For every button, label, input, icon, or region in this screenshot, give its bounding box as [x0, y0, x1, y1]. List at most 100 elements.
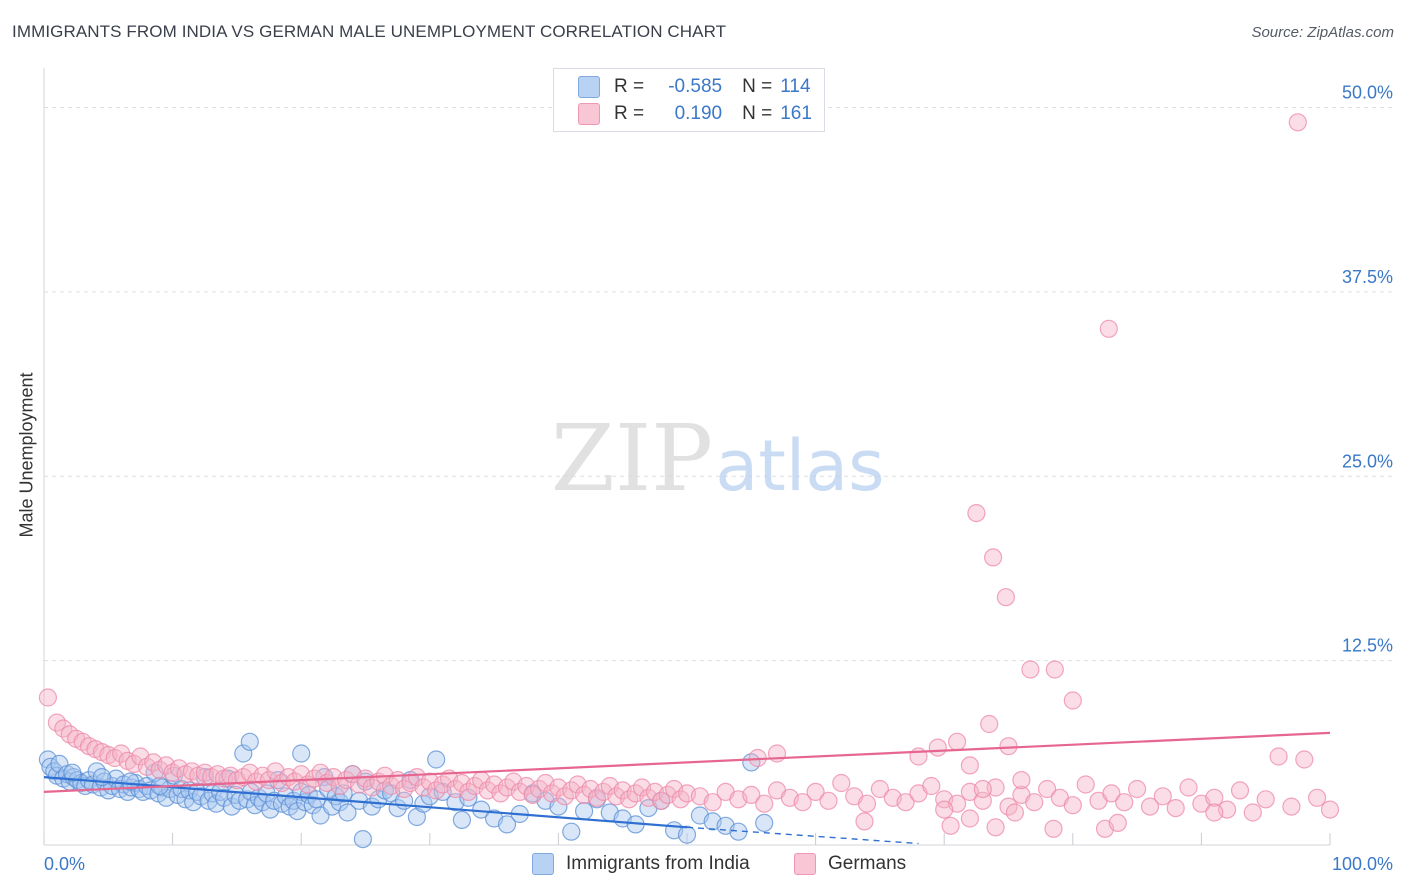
- point-india: [353, 829, 372, 849]
- point-germans: [983, 548, 1003, 567]
- point-germans: [1282, 797, 1301, 816]
- point-germans: [996, 588, 1016, 607]
- point-germans: [1102, 784, 1121, 803]
- point-germans: [1307, 788, 1327, 807]
- point-germans: [1063, 796, 1082, 815]
- watermark-zip: ZIP: [551, 405, 713, 512]
- point-india: [63, 763, 82, 782]
- point-germans: [1243, 803, 1262, 822]
- point-germans: [1076, 775, 1095, 794]
- point-india: [121, 772, 140, 791]
- chart-title: IMMIGRANTS FROM INDIA VS GERMAN MALE UNE…: [12, 22, 727, 41]
- point-germans: [1205, 803, 1224, 822]
- legend-swatch-germans: [578, 103, 600, 125]
- trend-line-india-extension: [686, 826, 919, 845]
- point-india: [292, 744, 311, 763]
- y-tick-label: 50.0%: [1342, 83, 1393, 103]
- bottom-legend-label-india: Immigrants from India: [566, 853, 750, 874]
- y-tick-label: 12.5%: [1342, 636, 1393, 656]
- point-germans: [1140, 797, 1160, 816]
- point-germans: [1025, 793, 1044, 812]
- bottom-legend-label-germans: Germans: [828, 853, 907, 874]
- y-tick-label: 25.0%: [1342, 451, 1393, 471]
- point-germans: [1012, 770, 1031, 790]
- point-germans: [870, 779, 890, 799]
- point-germans: [973, 779, 992, 799]
- point-germans: [1295, 750, 1314, 769]
- legend-r-value: -0.585: [668, 76, 723, 97]
- point-germans: [896, 793, 915, 812]
- x-tick-label: 0.0%: [44, 854, 85, 874]
- point-germans: [855, 812, 874, 831]
- point-germans: [1288, 113, 1307, 132]
- point-india: [338, 803, 357, 822]
- point-india: [755, 813, 774, 833]
- point-germans: [1230, 781, 1250, 800]
- watermark-atlas: atlas: [715, 425, 884, 507]
- point-germans: [1045, 660, 1064, 679]
- point-india: [261, 800, 280, 819]
- bottom-legend-germans: Germans: [794, 852, 906, 876]
- y-tick-label: 37.5%: [1342, 267, 1393, 287]
- point-germans: [1179, 778, 1198, 797]
- point-india: [427, 750, 446, 769]
- point-germans: [935, 800, 954, 819]
- bottom-swatch-germans: [794, 853, 816, 875]
- legend-n-value: 161: [780, 103, 812, 124]
- point-germans: [832, 773, 851, 793]
- legend-r-value: 0.190: [674, 103, 723, 124]
- point-germans: [755, 794, 774, 813]
- trend-lines: [43, 731, 1331, 845]
- legend-n-label: N =: [742, 103, 773, 124]
- trend-line-india: [43, 776, 688, 829]
- axes: [43, 68, 1331, 846]
- point-germans: [980, 714, 999, 734]
- point-germans: [1320, 800, 1340, 819]
- point-germans: [1166, 798, 1185, 818]
- point-germans: [1005, 803, 1025, 822]
- point-germans: [1099, 319, 1118, 338]
- point-germans: [1063, 691, 1082, 710]
- point-india: [157, 788, 176, 807]
- point-germans: [1153, 787, 1172, 806]
- point-germans: [999, 737, 1018, 756]
- point-germans: [1127, 779, 1147, 799]
- legend-r-label: R =: [614, 76, 645, 97]
- correlation-legend: R = -0.585 N = 114 R = 0.190 N = 161: [553, 68, 825, 132]
- point-germans: [1037, 779, 1057, 799]
- point-india: [240, 732, 259, 751]
- point-germans: [806, 782, 825, 802]
- point-germans: [1256, 790, 1275, 809]
- point-germans: [1021, 660, 1040, 679]
- y-axis-label: Male Unemployment: [16, 372, 37, 538]
- point-germans: [793, 793, 812, 812]
- point-germans: [947, 732, 967, 751]
- legend-n-value: 114: [780, 76, 811, 97]
- bottom-legend-india: Immigrants from India: [532, 852, 750, 876]
- point-germans: [38, 688, 58, 707]
- point-germans: [960, 809, 980, 828]
- point-germans: [1205, 788, 1224, 807]
- point-germans: [967, 503, 986, 523]
- legend-n-label: N =: [742, 76, 773, 97]
- point-germans: [986, 818, 1005, 837]
- point-india: [677, 825, 697, 844]
- point-germans: [819, 791, 838, 810]
- point-germans: [1269, 747, 1288, 766]
- point-germans: [960, 756, 980, 775]
- point-germans: [1044, 819, 1063, 838]
- point-germans: [928, 738, 947, 757]
- x-tick-label: 100.0%: [1332, 854, 1393, 874]
- trend-line-germans: [43, 731, 1331, 793]
- point-germans: [857, 794, 877, 813]
- legend-row-germans: R = 0.190 N = 161: [578, 102, 812, 126]
- point-germans: [1108, 813, 1127, 833]
- legend-row-india: R = -0.585 N = 114: [578, 75, 811, 99]
- point-germans: [941, 816, 960, 835]
- bottom-swatch-india: [532, 853, 554, 875]
- point-germans: [1115, 793, 1134, 812]
- point-india: [452, 810, 471, 830]
- point-germans: [703, 793, 722, 812]
- legend-swatch-india: [578, 76, 600, 98]
